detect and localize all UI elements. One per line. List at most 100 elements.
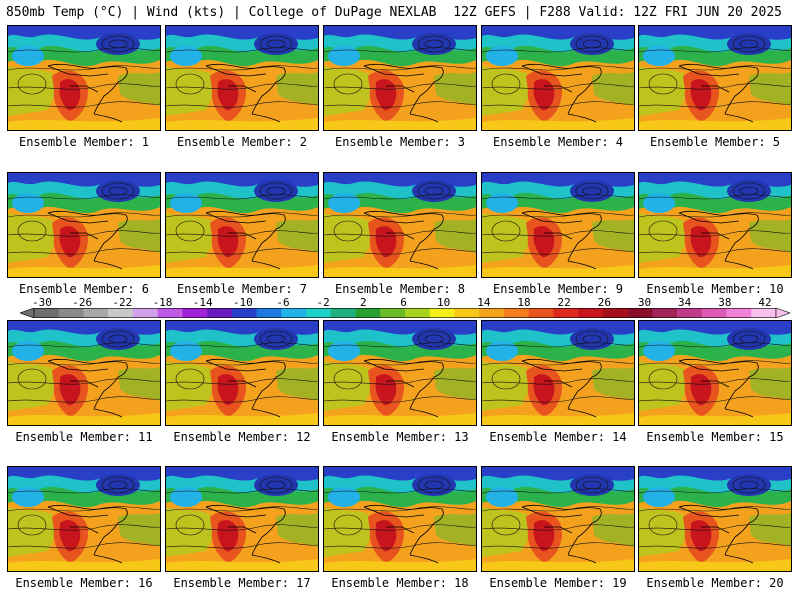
ensemble-member-label: Ensemble Member: 14 — [489, 430, 627, 444]
ensemble-member-label: Ensemble Member: 18 — [331, 576, 469, 590]
ensemble-member-label: Ensemble Member: 13 — [331, 430, 469, 444]
colorbar-segment — [479, 308, 505, 318]
ensemble-member-map — [323, 320, 477, 426]
temperature-map-graphic — [639, 173, 791, 277]
colorbar-tick-label: -18 — [152, 296, 173, 309]
colorbar-segment — [652, 308, 678, 318]
ensemble-member-label: Ensemble Member: 19 — [489, 576, 627, 590]
colorbar-segment — [454, 308, 480, 318]
colorbar-segment — [58, 308, 84, 318]
temperature-map-graphic — [482, 26, 634, 130]
colorbar-tick-label: 26 — [597, 296, 611, 309]
temperature-map-graphic — [324, 467, 476, 571]
colorbar-segment — [578, 308, 604, 318]
ensemble-member-label: Ensemble Member: 6 — [18, 282, 150, 296]
colorbar-segment — [429, 308, 455, 318]
ensemble-member-label: Ensemble Member: 9 — [492, 282, 624, 296]
ensemble-member-label: Ensemble Member: 1 — [18, 135, 150, 149]
header-left-title: 850mb Temp (°C) | Wind (kts) | College o… — [6, 5, 437, 20]
ensemble-member-label: Ensemble Member: 2 — [176, 135, 308, 149]
ensemble-member-map — [481, 466, 635, 572]
colorbar-graphic — [20, 308, 790, 318]
ensemble-member-label: Ensemble Member: 5 — [649, 135, 781, 149]
colorbar-segment — [726, 308, 752, 318]
colorbar-left-arrow — [20, 308, 35, 318]
colorbar-tick-label: 22 — [557, 296, 571, 309]
ensemble-member-label: Ensemble Member: 16 — [15, 576, 153, 590]
colorbar-segment — [503, 308, 529, 318]
ensemble-member-map — [323, 25, 477, 131]
ensemble-member-map — [481, 25, 635, 131]
colorbar-tick-label: -22 — [112, 296, 133, 309]
colorbar-right-arrow — [775, 308, 790, 318]
ensemble-member-map — [7, 172, 161, 278]
ensemble-member-map — [481, 172, 635, 278]
ensemble-member-label: Ensemble Member: 15 — [646, 430, 784, 444]
temperature-map-graphic — [324, 173, 476, 277]
ensemble-member-map — [165, 172, 319, 278]
temperature-map-graphic — [166, 467, 318, 571]
colorbar-tick-label: -6 — [276, 296, 290, 309]
temperature-map-graphic — [324, 26, 476, 130]
colorbar — [20, 308, 790, 318]
colorbar-tick-label: -30 — [32, 296, 52, 309]
colorbar-segment — [83, 308, 109, 318]
colorbar-segment — [528, 308, 554, 318]
colorbar-tick-label: -2 — [316, 296, 330, 309]
colorbar-segment — [132, 308, 158, 318]
ensemble-member-map — [165, 25, 319, 131]
colorbar-segment — [677, 308, 703, 318]
colorbar-segment — [330, 308, 356, 318]
colorbar-segment — [281, 308, 307, 318]
colorbar-tick-label: 34 — [678, 296, 692, 309]
temperature-map-graphic — [639, 467, 791, 571]
temperature-map-graphic — [166, 321, 318, 425]
ensemble-member-map — [7, 25, 161, 131]
colorbar-segment — [380, 308, 406, 318]
temperature-map-graphic — [482, 467, 634, 571]
temperature-map-graphic — [639, 26, 791, 130]
ensemble-member-label: Ensemble Member: 4 — [492, 135, 624, 149]
ensemble-member-label: Ensemble Member: 17 — [173, 576, 311, 590]
colorbar-segment — [751, 308, 777, 318]
ensemble-member-label: Ensemble Member: 12 — [173, 430, 311, 444]
colorbar-segment — [602, 308, 628, 318]
temperature-map-graphic — [8, 321, 160, 425]
colorbar-tick-label: -10 — [232, 296, 253, 309]
colorbar-segment — [34, 308, 60, 318]
ensemble-member-map — [323, 466, 477, 572]
temperature-map-graphic — [324, 321, 476, 425]
colorbar-tick-label: 30 — [637, 296, 652, 309]
colorbar-tick-label: 10 — [437, 296, 451, 309]
ensemble-member-map — [165, 320, 319, 426]
colorbar-tick-label: 38 — [718, 296, 732, 309]
colorbar-tick-label: -26 — [72, 296, 93, 309]
temperature-map-graphic — [482, 321, 634, 425]
ensemble-member-map — [638, 25, 792, 131]
colorbar-tick-label: 2 — [360, 296, 367, 309]
ensemble-member-map — [638, 172, 792, 278]
temperature-map-graphic — [8, 467, 160, 571]
colorbar-tick-label: 6 — [400, 296, 407, 309]
colorbar-segment — [231, 308, 257, 318]
ensemble-member-map — [323, 172, 477, 278]
ensemble-member-label: Ensemble Member: 20 — [646, 576, 784, 590]
colorbar-segment — [157, 308, 183, 318]
ensemble-member-label: Ensemble Member: 10 — [646, 282, 784, 296]
ensemble-member-map — [165, 466, 319, 572]
colorbar-segment — [256, 308, 282, 318]
colorbar-segment — [701, 308, 727, 318]
colorbar-segment — [627, 308, 653, 318]
ensemble-member-map — [481, 320, 635, 426]
ensemble-member-label: Ensemble Member: 3 — [334, 135, 466, 149]
ensemble-member-label: Ensemble Member: 11 — [15, 430, 153, 444]
colorbar-segment — [182, 308, 208, 318]
ensemble-member-label: Ensemble Member: 8 — [334, 282, 466, 296]
colorbar-segment — [108, 308, 134, 318]
colorbar-tick-label: -14 — [192, 296, 213, 309]
colorbar-segment — [306, 308, 332, 318]
temperature-map-graphic — [166, 173, 318, 277]
colorbar-segment — [553, 308, 579, 318]
temperature-map-graphic — [8, 173, 160, 277]
colorbar-tick-label: 14 — [477, 296, 491, 309]
